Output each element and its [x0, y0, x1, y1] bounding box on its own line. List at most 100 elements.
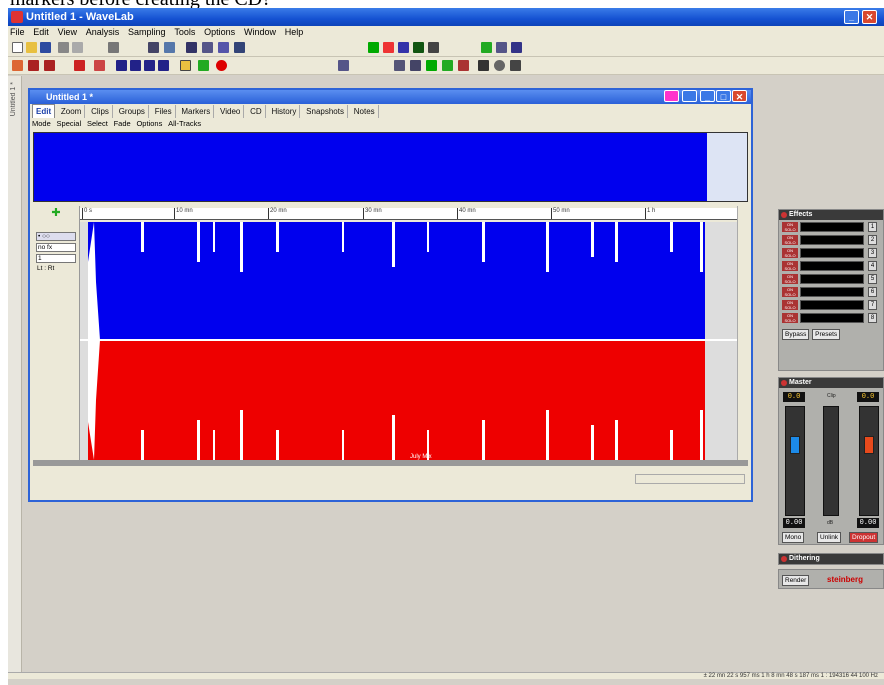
effect-slot-row[interactable]: ON SOLO 4 [782, 261, 880, 272]
play-tool-icon[interactable] [481, 42, 492, 53]
record-icon[interactable] [216, 60, 227, 71]
move-icon[interactable]: ✚ [51, 207, 61, 219]
tab-groups[interactable]: Groups [116, 105, 149, 118]
undo-icon[interactable] [108, 42, 119, 53]
master-right-fader[interactable] [864, 436, 874, 454]
analysis-icon[interactable] [398, 42, 409, 53]
grid-icon[interactable] [202, 42, 213, 53]
time-ruler[interactable]: 0 s 10 mn 20 mn 30 mn 40 mn 50 mn 1 h [80, 208, 737, 220]
end-icon[interactable] [158, 60, 169, 71]
vertical-zoom-scrollbar[interactable] [737, 206, 748, 460]
bypass-button[interactable]: Bypass [782, 329, 810, 340]
menu-window[interactable]: Window [243, 27, 276, 37]
effect-slot-row[interactable]: ON SOLO 8 [782, 313, 880, 324]
tab-notes[interactable]: Notes [351, 105, 379, 118]
horizontal-zoom-slider[interactable] [635, 474, 745, 484]
effect-slot-row[interactable]: ON SOLO 1 [782, 222, 880, 233]
tab-clips[interactable]: Clips [88, 105, 113, 118]
doc-color-button[interactable] [664, 90, 679, 102]
effect-slot-row[interactable]: ON SOLO 6 [782, 287, 880, 298]
spectrum-icon[interactable] [413, 42, 424, 53]
window-icon[interactable] [218, 42, 229, 53]
doc-dock-button[interactable] [682, 90, 697, 102]
tool-icon[interactable] [148, 42, 159, 53]
overview-waveform[interactable] [33, 132, 748, 202]
marker-icon[interactable] [12, 60, 23, 71]
minimize-button[interactable]: _ [844, 10, 859, 24]
submenu-select[interactable]: Select [86, 119, 108, 128]
effect-slot-row[interactable]: ON SOLO 2 [782, 235, 880, 246]
pencil-icon[interactable] [510, 60, 521, 71]
waveform[interactable]: July Mix [80, 222, 737, 460]
tab-cd[interactable]: CD [247, 105, 266, 118]
cut-icon[interactable] [58, 42, 69, 53]
submenu-options[interactable]: Options [136, 119, 163, 128]
menu-file[interactable]: File [10, 27, 25, 37]
tab-zoom[interactable]: Zoom [58, 105, 86, 118]
rewind-icon[interactable] [116, 60, 127, 71]
master-left-fader[interactable] [790, 436, 800, 454]
mono-button[interactable]: Mono [782, 532, 805, 543]
display-icon[interactable] [234, 42, 245, 53]
stop-icon[interactable] [180, 60, 191, 71]
submenu-fade[interactable]: Fade [113, 119, 131, 128]
bar-icon[interactable] [478, 60, 489, 71]
presets-button[interactable]: Presets [812, 329, 841, 340]
tab-files[interactable]: Files [152, 105, 176, 118]
scope-icon[interactable] [428, 42, 439, 53]
effect-slot-row[interactable]: ON SOLO 7 [782, 300, 880, 311]
menu-tools[interactable]: Tools [174, 27, 196, 37]
clock-icon[interactable] [494, 60, 505, 71]
cd-icon[interactable] [394, 60, 405, 71]
submenu-special[interactable]: Special [56, 119, 82, 128]
tab-snapshots[interactable]: Snapshots [303, 105, 348, 118]
fx-select[interactable]: no fx [36, 243, 76, 252]
play-icon[interactable] [198, 60, 209, 71]
menu-help[interactable]: Help [284, 27, 304, 37]
meter-tool-icon[interactable] [511, 42, 522, 53]
tab-edit[interactable]: Edit [32, 104, 56, 118]
open-icon[interactable] [26, 42, 37, 53]
menu-sampling[interactable]: Sampling [128, 27, 166, 37]
loop-icon[interactable] [74, 60, 85, 71]
close-button[interactable]: ✕ [862, 10, 877, 24]
tab-video[interactable]: Video [217, 105, 245, 118]
save-icon[interactable] [40, 42, 51, 53]
meter-red-icon[interactable] [383, 42, 394, 53]
tab-markers[interactable]: Markers [178, 105, 215, 118]
menu-analysis[interactable]: Analysis [85, 27, 120, 37]
zoom-tool-icon[interactable] [496, 42, 507, 53]
new-file-icon[interactable] [12, 42, 23, 53]
punch-icon[interactable] [94, 60, 105, 71]
submenu-mode[interactable]: Mode [32, 119, 51, 128]
submenu-all-tracks[interactable]: All-Tracks [168, 119, 202, 128]
doc-close-button[interactable]: ✕ [732, 90, 747, 102]
unlink-button[interactable]: Unlink [817, 532, 842, 543]
back-icon[interactable] [130, 60, 141, 71]
render-button[interactable]: Render [782, 575, 810, 586]
master-left-meter[interactable] [785, 406, 805, 516]
menu-edit[interactable]: Edit [33, 27, 49, 37]
layout-icon[interactable] [186, 42, 197, 53]
range-icon[interactable] [338, 60, 349, 71]
tab-history[interactable]: History [269, 105, 301, 118]
forward-icon[interactable] [144, 60, 155, 71]
copy-icon[interactable] [72, 42, 83, 53]
tag-icon[interactable] [458, 60, 469, 71]
meter-green-icon[interactable] [368, 42, 379, 53]
burn-icon[interactable] [410, 60, 421, 71]
play-green-icon[interactable] [426, 60, 437, 71]
doc-maximize-button[interactable]: □ [716, 90, 731, 102]
export-icon[interactable] [442, 60, 453, 71]
dropout-button[interactable]: Dropout [849, 532, 879, 543]
channel-select[interactable]: 1 [36, 254, 76, 263]
master-right-meter[interactable] [859, 406, 879, 516]
arrow-right-icon[interactable] [44, 60, 55, 71]
effect-slot-row[interactable]: ON SOLO 3 [782, 248, 880, 259]
effect-slot-row[interactable]: ON SOLO 5 [782, 274, 880, 285]
menu-view[interactable]: View [57, 27, 77, 37]
track-toggle[interactable]: • ○○ [36, 232, 76, 241]
view-icon[interactable] [164, 42, 175, 53]
menu-options[interactable]: Options [204, 27, 236, 37]
arrow-left-icon[interactable] [28, 60, 39, 71]
